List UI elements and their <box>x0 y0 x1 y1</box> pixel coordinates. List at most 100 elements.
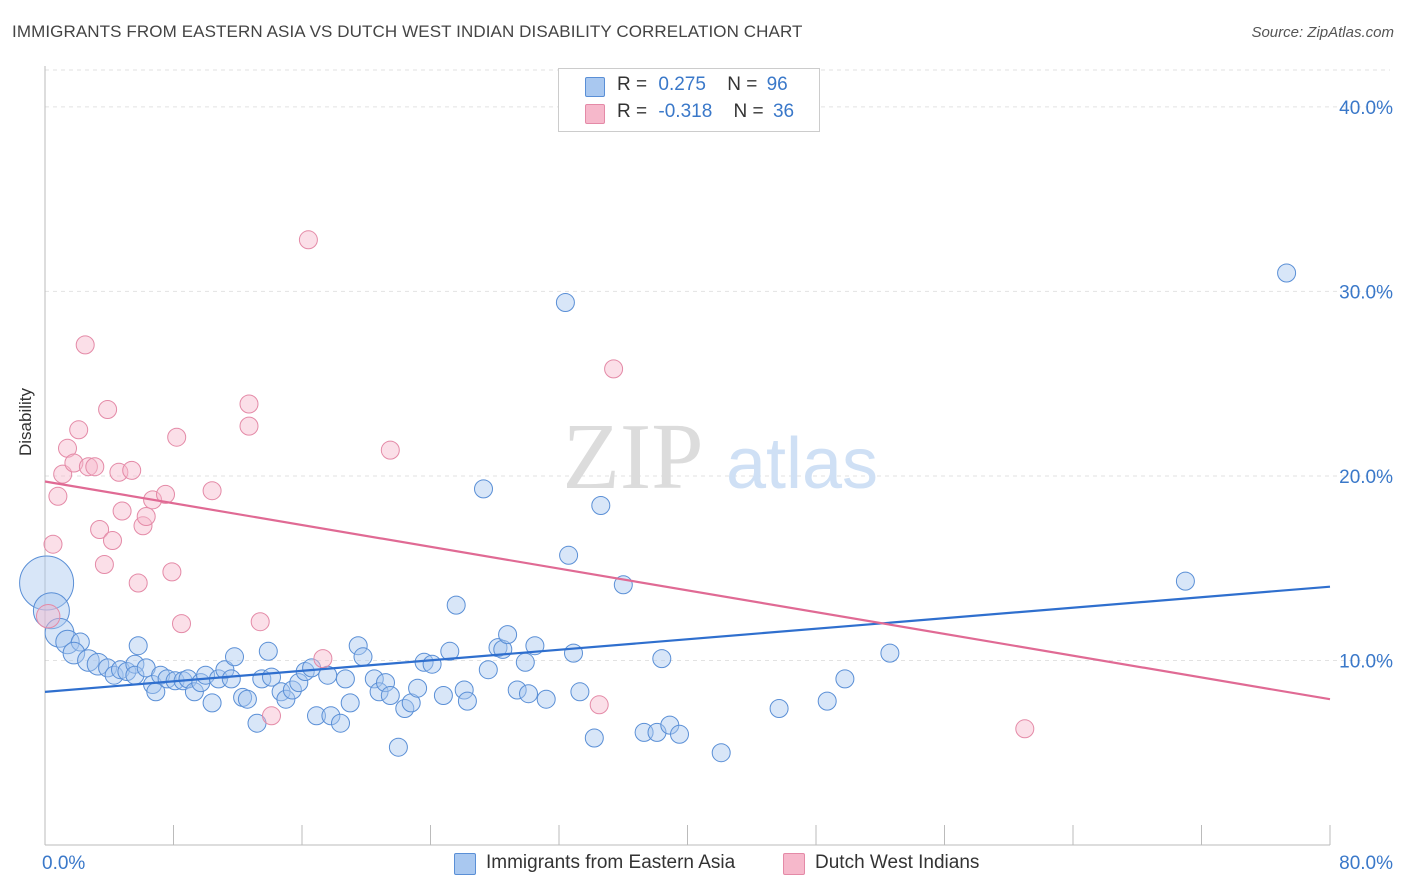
data-point-eastern-asia <box>32 592 70 630</box>
data-point-eastern-asia <box>440 641 460 661</box>
data-point-eastern-asia <box>1175 571 1195 591</box>
data-point-eastern-asia <box>276 689 296 709</box>
data-point-eastern-asia <box>670 724 689 744</box>
chart-title: IMMIGRANTS FROM EASTERN ASIA VS DUTCH WE… <box>12 22 803 41</box>
data-point-dutch-west-indians <box>262 706 281 726</box>
data-point-eastern-asia <box>157 669 177 689</box>
data-point-eastern-asia <box>880 643 900 663</box>
y-tick-label: 40.0% <box>1339 98 1393 119</box>
data-point-dutch-west-indians <box>122 460 142 480</box>
data-point-dutch-west-indians <box>202 481 222 501</box>
data-point-eastern-asia <box>591 496 611 515</box>
data-point-dutch-west-indians <box>589 695 609 715</box>
data-point-eastern-asia <box>515 652 535 672</box>
data-point-dutch-west-indians <box>43 534 63 554</box>
legend-n-value: 96 <box>766 74 788 95</box>
series-label-eastern-asia: Immigrants from Eastern Asia <box>486 852 736 873</box>
data-point-eastern-asia <box>128 636 148 656</box>
data-point-eastern-asia <box>478 660 498 680</box>
data-point-eastern-asia <box>225 647 244 667</box>
data-point-eastern-asia <box>221 669 241 689</box>
data-point-eastern-asia <box>237 689 257 709</box>
data-point-dutch-west-indians <box>64 453 84 473</box>
legend-n-label: N = <box>727 74 758 95</box>
data-point-eastern-asia <box>769 699 789 718</box>
data-point-eastern-asia <box>184 682 204 702</box>
data-point-eastern-asia <box>86 652 110 676</box>
data-point-eastern-asia <box>282 680 302 700</box>
trend-line-eastern-asia <box>44 585 1331 693</box>
grid-lines <box>45 69 1390 661</box>
data-point-eastern-asia <box>507 680 527 700</box>
data-point-eastern-asia <box>584 728 604 748</box>
data-point-dutch-west-indians <box>136 507 156 526</box>
data-point-dutch-west-indians <box>162 562 182 582</box>
data-point-eastern-asia <box>422 654 442 674</box>
legend-r-value: -0.318 <box>658 101 713 122</box>
data-point-eastern-asia <box>19 555 75 611</box>
series-label-dutch-west-indians: Dutch West Indians <box>815 852 980 873</box>
data-point-eastern-asia <box>302 658 322 678</box>
data-point-eastern-asia <box>555 293 575 312</box>
data-points <box>19 230 1297 763</box>
data-point-dutch-west-indians <box>69 420 89 440</box>
trend-lines <box>44 480 1331 701</box>
data-point-eastern-asia <box>307 706 326 726</box>
data-point-eastern-asia <box>335 669 355 689</box>
data-point-eastern-asia <box>457 691 477 711</box>
axes <box>44 66 1331 846</box>
legend-r-label: R = <box>617 101 648 122</box>
data-point-eastern-asia <box>353 647 373 667</box>
chart-source: Source: ZipAtlas.com <box>1251 24 1394 41</box>
data-point-dutch-west-indians <box>239 394 259 414</box>
data-point-eastern-asia <box>446 595 466 615</box>
data-point-eastern-asia <box>652 649 672 669</box>
data-point-eastern-asia <box>1277 263 1297 283</box>
watermark-zip: ZIP <box>563 405 704 509</box>
data-point-dutch-west-indians <box>239 416 259 436</box>
data-point-eastern-asia <box>835 669 855 689</box>
legend-r-label: R = <box>617 74 648 95</box>
data-point-dutch-west-indians <box>298 230 318 250</box>
data-point-dutch-west-indians <box>103 531 122 550</box>
watermark: ZIP atlas <box>563 405 879 509</box>
series-swatch-dutch-west-indians <box>783 853 805 875</box>
data-point-eastern-asia <box>634 722 654 742</box>
x-tick-label: 0.0% <box>42 853 85 874</box>
data-point-eastern-asia <box>348 636 368 656</box>
data-point-eastern-asia <box>104 665 124 685</box>
legend-swatch-eastern-asia <box>585 77 605 97</box>
data-point-eastern-asia <box>474 479 493 499</box>
data-point-eastern-asia <box>321 706 341 726</box>
trend-line-dutch-west-indians <box>44 480 1331 701</box>
data-point-dutch-west-indians <box>90 520 110 539</box>
data-point-dutch-west-indians <box>313 649 333 669</box>
legend-swatch-dutch-west-indians <box>585 104 605 124</box>
data-point-eastern-asia <box>340 693 360 713</box>
y-tick-label: 30.0% <box>1339 282 1393 303</box>
data-point-dutch-west-indians <box>250 612 270 632</box>
watermark-atlas: atlas <box>726 424 878 504</box>
data-point-eastern-asia <box>289 673 309 693</box>
data-point-dutch-west-indians <box>36 604 61 629</box>
data-point-eastern-asia <box>380 686 400 705</box>
data-point-eastern-asia <box>62 641 86 665</box>
data-point-dutch-west-indians <box>112 501 132 521</box>
x-tick-label: 80.0% <box>1339 853 1393 874</box>
data-point-dutch-west-indians <box>78 457 98 477</box>
data-point-eastern-asia <box>519 684 538 704</box>
data-point-eastern-asia <box>433 686 453 705</box>
data-point-eastern-asia <box>536 689 556 709</box>
data-point-dutch-west-indians <box>48 486 68 506</box>
data-point-eastern-asia <box>498 625 518 645</box>
legend-n-value: 36 <box>772 101 795 122</box>
data-point-dutch-west-indians <box>75 335 95 355</box>
data-point-eastern-asia <box>376 673 395 693</box>
series-swatch-eastern-asia <box>454 853 476 875</box>
data-point-dutch-west-indians <box>172 614 191 634</box>
data-point-eastern-asia <box>388 737 408 757</box>
y-tick-label: 10.0% <box>1339 651 1393 672</box>
data-point-eastern-asia <box>364 669 384 689</box>
data-point-dutch-west-indians <box>380 440 400 460</box>
